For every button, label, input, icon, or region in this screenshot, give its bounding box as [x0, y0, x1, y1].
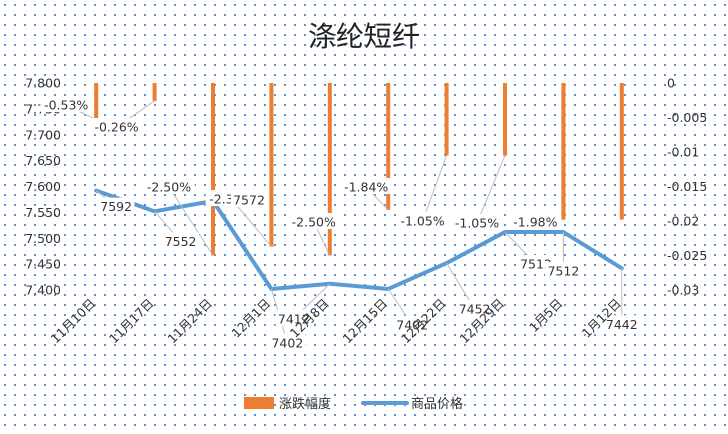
x-tick-label: 12月1日	[228, 296, 273, 341]
bar	[386, 83, 391, 210]
y-left-tick-label: 7.550	[25, 205, 61, 220]
bar-data-label-leader	[476, 155, 506, 224]
legend-bar-swatch	[244, 397, 274, 409]
bar-data-label-bg	[340, 178, 392, 194]
y-left-tick-label: 7.800	[25, 76, 61, 91]
bar	[444, 83, 449, 156]
bar	[269, 83, 274, 247]
y-right-tick-label: -0.01	[667, 145, 699, 160]
data-labels-layer: -0.53%-0.26%-2.50%-2.37%-2.50%-1.84%-1.0…	[40, 96, 640, 350]
bar-data-label-bg	[288, 213, 340, 229]
line-data-label: 7592	[100, 199, 132, 214]
bar	[94, 83, 99, 120]
bar-data-label: -1.05%	[455, 216, 499, 231]
line-layer	[94, 188, 624, 291]
legend-line-label: 商品价格	[411, 396, 463, 412]
legend-bar-label: 涨跌幅度	[279, 396, 331, 412]
x-tick-label: 1月5日	[526, 296, 566, 336]
line-data-label-bg	[545, 262, 582, 279]
bar-data-label: -1.84%	[344, 180, 388, 195]
y-right-tick-label: -0.005	[667, 110, 707, 125]
x-tick-label: 11月10日	[48, 296, 99, 347]
y-left-tick-label: 7.700	[25, 127, 61, 142]
line-data-label-bg	[98, 197, 135, 214]
y-right-tick-label: -0.03	[667, 283, 699, 298]
y-axis-left: 7.8007.7507.7007.6507.6007.5507.5007.450…	[25, 76, 61, 298]
bar-data-label-bg	[396, 212, 449, 228]
bar	[619, 83, 624, 220]
y-right-tick-label: -0.025	[667, 248, 707, 263]
bar-data-label-bg	[90, 118, 143, 134]
y-left-tick-label: 7.400	[25, 283, 61, 298]
bar-data-label: -1.98%	[513, 215, 557, 230]
x-tick-label: 11月24日	[164, 296, 215, 347]
chart-title: 涤纶短纤	[308, 20, 420, 53]
bar-data-label: -2.50%	[292, 215, 336, 230]
y-right-tick-label: 0	[667, 76, 675, 91]
line-data-label-bg	[269, 333, 306, 350]
bar-data-label-bg	[509, 213, 562, 229]
legend: 涨跌幅度 商品价格	[244, 396, 463, 412]
bar-data-label: -0.53%	[44, 98, 88, 113]
line-data-label: 7442	[606, 317, 638, 332]
bar-data-label-leader	[168, 186, 214, 256]
x-tick-label: 11月17日	[106, 296, 157, 347]
y-right-tick-label: -0.02	[667, 214, 699, 229]
line-data-label: 7512	[520, 257, 552, 272]
line-data-label: 7512	[547, 264, 579, 279]
y-axis-right: 0 -0.005 -0.01 -0.015 -0.02 -0.025 -0.03	[667, 76, 707, 298]
line-data-label-bg	[162, 232, 199, 249]
x-tick-label: 12月15日	[340, 296, 391, 347]
bar	[503, 83, 507, 156]
bar	[561, 83, 566, 220]
line-data-label-bg	[603, 315, 640, 332]
bar-data-label: -1.05%	[400, 214, 444, 229]
bar	[152, 83, 157, 101]
line-data-label-bg	[517, 255, 555, 272]
y-left-tick-label: 7.500	[25, 231, 61, 246]
y-left-tick-label: 7.450	[25, 257, 61, 272]
line-data-label-bg	[275, 309, 312, 326]
line-data-label-bg	[230, 190, 268, 207]
line-data-label: 7402	[271, 335, 303, 350]
y-left-tick-label: 7.600	[25, 179, 61, 194]
x-axis: 11月10日 11月17日 11月24日 12月1日 12月8日 12月15日 12月22日…	[48, 296, 624, 347]
line-data-label: 7402	[396, 317, 428, 332]
bar-data-label: -2.50%	[147, 180, 191, 195]
bars-layer	[94, 83, 624, 256]
y-right-tick-label: -0.015	[667, 179, 707, 194]
bar-data-label-leader	[422, 155, 448, 222]
line-data-label-bg	[394, 315, 431, 332]
line-data-label: 7552	[165, 234, 197, 249]
line-data-label-bg	[456, 300, 493, 317]
bar-data-label-bg	[40, 96, 92, 112]
bar-data-label-bg	[451, 214, 503, 230]
bar	[327, 83, 332, 256]
line-data-label: 7452	[459, 302, 491, 317]
bar-data-label: -0.26%	[94, 120, 138, 135]
bar	[211, 83, 215, 256]
line-data-label: 7572	[233, 192, 265, 207]
y-left-tick-label: 7.650	[25, 153, 61, 168]
line-data-label: 7412	[278, 311, 310, 326]
price-line	[94, 188, 624, 291]
bar-data-label-bg	[143, 178, 195, 194]
